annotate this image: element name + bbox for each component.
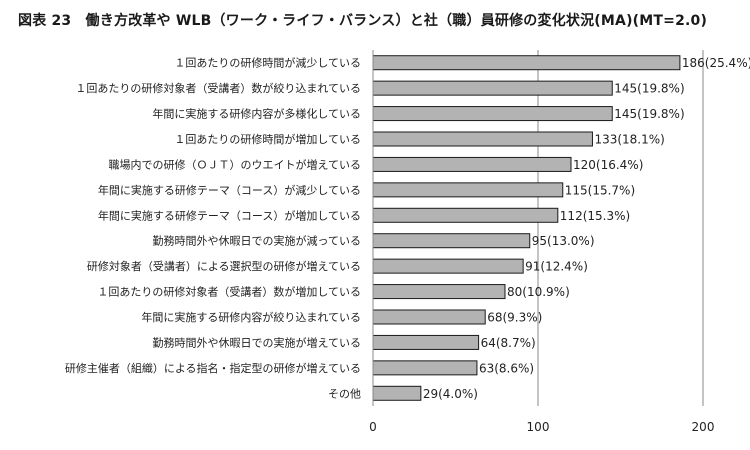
category-label-8: 勤務時間外や休暇日での実施が減っている: [153, 234, 361, 248]
bar-8: [372, 233, 531, 249]
data-label-12: 64(8.7%): [481, 336, 536, 350]
x-tick-labels: 0 100 200: [369, 420, 714, 434]
data-label-6: 115(15.7%): [565, 183, 635, 197]
bar-4: [372, 131, 593, 147]
data-label-9: 91(12.4%): [525, 260, 588, 274]
bar-11: [372, 309, 486, 325]
data-label-14: 29(4.0%): [423, 387, 478, 401]
data-label-3: 145(19.8%): [614, 107, 684, 121]
category-label-2: １回あたりの研修対象者（受講者）数が絞り込まれている: [75, 81, 361, 95]
category-label-10: １回あたりの研修対象者（受講者）数が増加している: [97, 285, 361, 299]
x-tick-label-0: 0: [369, 420, 377, 434]
data-label-8: 95(13.0%): [532, 234, 595, 248]
data-label-7: 112(15.3%): [560, 209, 630, 223]
category-label-12: 勤務時間外や休暇日での実施が増えている: [153, 335, 361, 349]
bar-14: [372, 385, 422, 401]
data-label-13: 63(8.6%): [479, 361, 534, 375]
bar-6: [372, 182, 564, 198]
gridlines: [537, 50, 704, 406]
data-labels: 186(25.4%) 145(19.8%) 145(19.8%) 133(18.1%)…: [423, 56, 750, 401]
bar-1: [372, 55, 681, 71]
bars: [372, 55, 681, 401]
data-label-2: 145(19.8%): [614, 82, 684, 96]
bar-13: [372, 360, 478, 376]
x-tick-label-100: 100: [527, 420, 550, 434]
bar-3: [372, 106, 613, 122]
chart-title: 図表 23 働き方改革や WLB（ワーク・ライフ・バランス）と社（職）員研修の変…: [18, 13, 708, 29]
data-label-10: 80(10.9%): [507, 285, 570, 299]
category-label-14: その他: [328, 387, 361, 400]
category-label-1: １回あたりの研修時間が減少している: [174, 56, 361, 70]
category-labels: １回あたりの研修時間が減少している １回あたりの研修対象者（受講者）数が絞り込まれ…: [65, 56, 361, 401]
x-tick-label-200: 200: [692, 420, 715, 434]
bar-5: [372, 156, 572, 172]
bar-7: [372, 207, 559, 223]
category-label-13: 研修主催者（組織）による指名・指定型の研修が増えている: [65, 361, 361, 375]
data-label-1: 186(25.4%): [682, 56, 750, 70]
category-label-5: 職場内での研修（ＯＪＴ）のウエイトが増えている: [109, 157, 361, 171]
category-label-3: 年間に実施する研修内容が多様化している: [152, 107, 361, 121]
bar-12: [372, 334, 480, 350]
data-label-5: 120(16.4%): [573, 158, 643, 172]
category-label-9: 研修対象者（受講者）による選択型の研修が増えている: [87, 259, 361, 273]
data-label-11: 68(9.3%): [487, 311, 542, 325]
data-label-4: 133(18.1%): [594, 133, 664, 147]
bar-10: [372, 284, 506, 300]
category-label-7: 年間に実施する研修テーマ（コース）が増加している: [98, 208, 361, 222]
bar-2: [372, 80, 613, 96]
category-label-6: 年間に実施する研修テーマ（コース）が減少している: [98, 183, 361, 197]
bar-9: [372, 258, 524, 274]
category-label-4: １回あたりの研修時間が増加している: [174, 132, 361, 146]
category-label-11: 年間に実施する研修内容が絞り込まれている: [141, 310, 361, 324]
